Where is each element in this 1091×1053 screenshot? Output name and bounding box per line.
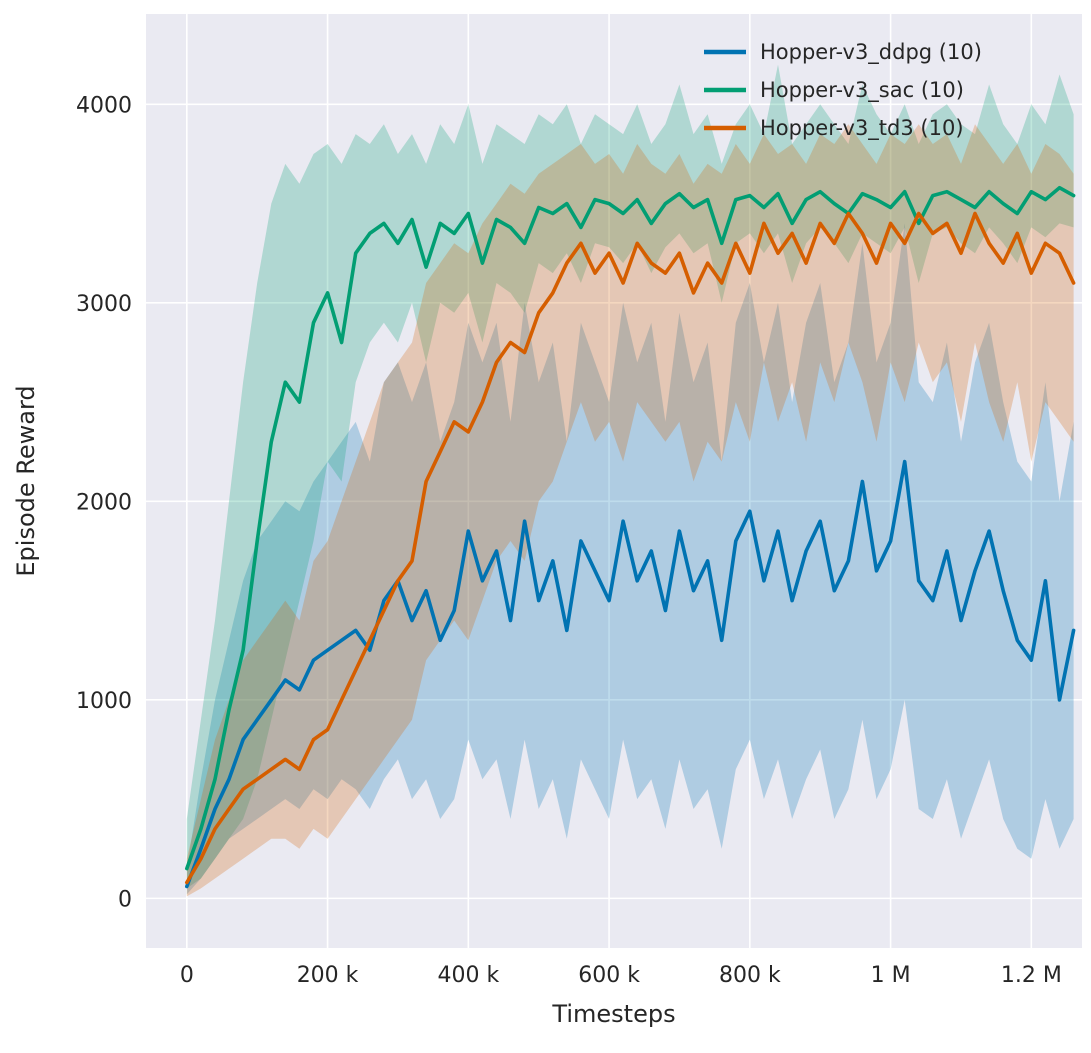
legend: Hopper-v3_ddpg (10) Hopper-v3_sac (10) Hop… bbox=[704, 40, 982, 141]
y-tick-label: 1000 bbox=[76, 689, 132, 714]
legend-label-ddpg: Hopper-v3_ddpg (10) bbox=[760, 40, 982, 65]
x-tick-label: 1.2 M bbox=[1001, 963, 1062, 988]
confidence-band-sac bbox=[186, 64, 1074, 889]
confidence-band-td3 bbox=[186, 124, 1074, 897]
series-line-td3 bbox=[185, 211, 1076, 885]
x-tick-label: 600 k bbox=[578, 963, 640, 988]
y-tick-label: 3000 bbox=[76, 292, 132, 317]
y-tick-label: 4000 bbox=[76, 93, 132, 118]
y-tick-label: 0 bbox=[118, 887, 132, 912]
x-tick-label: 1 M bbox=[871, 963, 911, 988]
x-tick-label: 400 k bbox=[437, 963, 499, 988]
y-tick-label: 2000 bbox=[76, 490, 132, 515]
x-tick-label: 0 bbox=[180, 963, 194, 988]
y-axis-label: Episode Reward bbox=[12, 385, 40, 576]
plot-area bbox=[185, 64, 1076, 897]
series-line-ddpg bbox=[185, 459, 1076, 889]
x-axis-label: Timesteps bbox=[551, 1000, 675, 1028]
x-tick-label: 200 k bbox=[297, 963, 359, 988]
legend-label-sac: Hopper-v3_sac (10) bbox=[760, 78, 964, 103]
plot-panel bbox=[146, 14, 1082, 948]
legend-label-td3: Hopper-v3_td3 (10) bbox=[760, 116, 964, 141]
x-tick-label: 800 k bbox=[719, 963, 781, 988]
series-line-sac bbox=[185, 185, 1076, 871]
